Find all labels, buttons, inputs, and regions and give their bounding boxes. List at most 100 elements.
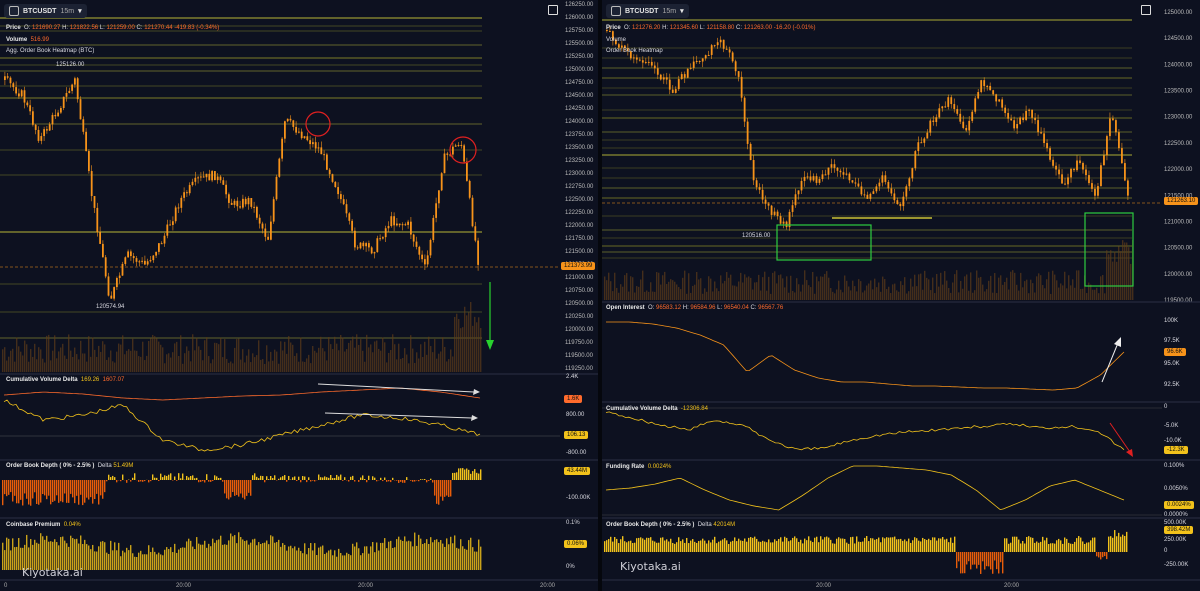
- candle-body: [393, 216, 395, 226]
- volume-bar: [450, 349, 452, 372]
- depth-bar: [476, 472, 478, 480]
- premium-bar: [476, 551, 478, 570]
- volume-bar: [352, 336, 354, 372]
- volume-bar: [624, 275, 626, 300]
- volume-bar: [158, 341, 160, 372]
- right-chart-canvas[interactable]: 125000.00124500.00124000.00123500.001230…: [602, 0, 1200, 591]
- candle-body: [878, 182, 881, 187]
- volume-bar: [896, 290, 898, 300]
- candle-body: [1103, 155, 1105, 166]
- volume-bar: [652, 291, 654, 300]
- candle-body: [373, 252, 376, 254]
- candle-body: [435, 203, 437, 218]
- volume-bar: [182, 363, 184, 372]
- volume-bar: [912, 286, 914, 300]
- premium-bar: [144, 554, 146, 570]
- price-axis-tick: 121000.00: [565, 275, 594, 281]
- right-watermark: Kiyotaka.ai: [620, 560, 681, 573]
- depth-bar: [874, 539, 876, 552]
- depth-bar: [1038, 542, 1040, 552]
- depth-bar: [704, 540, 706, 552]
- volume-bar: [340, 334, 342, 372]
- candle-body: [797, 190, 800, 195]
- depth-bar: [80, 480, 82, 495]
- candle-body: [821, 174, 824, 180]
- candle-body: [233, 200, 236, 205]
- depth-bar: [260, 475, 262, 480]
- premium-bar: [150, 552, 152, 570]
- depth-bar: [1050, 543, 1052, 552]
- volume-bar: [636, 286, 638, 300]
- volume-bar: [876, 287, 878, 300]
- depth-bar: [1014, 536, 1016, 552]
- premium-bar: [232, 536, 234, 570]
- volume-bar: [762, 277, 764, 300]
- right-symbol-selector[interactable]: BTCUSDT 15m ▾: [606, 4, 689, 18]
- left-symbol-selector[interactable]: BTCUSDT 15m ▾: [4, 4, 87, 18]
- depth-bar: [264, 480, 266, 483]
- depth-bar: [294, 476, 296, 480]
- expand-icon[interactable]: [1141, 5, 1151, 15]
- premium-bar: [366, 546, 368, 570]
- premium-bar: [42, 536, 44, 570]
- candle-body: [54, 114, 57, 117]
- volume-bar: [224, 339, 226, 372]
- premium-bar: [282, 543, 284, 570]
- candle-body: [839, 170, 842, 173]
- price-axis-tick: 121000.00: [1164, 219, 1193, 225]
- volume-bar: [302, 361, 304, 372]
- candle-body: [608, 31, 611, 33]
- depth-bar: [952, 542, 954, 552]
- depth-bar: [162, 477, 164, 480]
- premium-bar: [50, 541, 52, 570]
- volume-bar: [268, 361, 270, 372]
- right-oi-axis-4: 92.5K: [1164, 382, 1180, 388]
- expand-icon[interactable]: [548, 5, 558, 15]
- volume-bar: [106, 359, 108, 372]
- depth-bar: [940, 538, 942, 552]
- candle-body: [692, 61, 695, 68]
- depth-bar: [328, 477, 330, 480]
- depth-bar: [894, 536, 896, 552]
- left-chart-canvas[interactable]: 126250.00126000.00125750.00125500.001252…: [0, 0, 598, 591]
- volume-bar: [936, 273, 938, 300]
- volume-bar: [254, 357, 256, 372]
- volume-bar: [668, 281, 670, 300]
- depth-bar: [1118, 532, 1120, 552]
- candle-body: [905, 186, 908, 197]
- premium-bar: [446, 538, 448, 570]
- volume-bar: [6, 360, 8, 372]
- volume-bar: [296, 353, 298, 372]
- volume-bar: [390, 349, 392, 372]
- depth-bar: [616, 538, 618, 552]
- right-chart-panel[interactable]: 125000.00 124500.00 124000.00 123500.00 1230…: [602, 0, 1200, 591]
- premium-bar: [322, 545, 324, 570]
- depth-bar: [324, 476, 326, 480]
- volume-bar: [952, 282, 954, 300]
- volume-bar: [84, 353, 86, 372]
- volume-bar: [382, 337, 384, 372]
- volume-bar: [384, 342, 386, 372]
- price-axis-tick: 126250.00: [565, 2, 594, 8]
- volume-bar: [406, 354, 408, 372]
- left-cvd-legend: Cumulative Volume Delta 169.26 1607.07: [6, 377, 125, 383]
- volume-bar: [838, 280, 840, 300]
- premium-bar: [112, 550, 114, 570]
- premium-bar: [74, 539, 76, 570]
- volume-bar: [256, 355, 258, 372]
- price-axis-tick: 119750.00: [565, 340, 594, 346]
- volume-bar: [410, 335, 412, 372]
- candle-body: [471, 197, 474, 227]
- candle-body: [926, 132, 929, 139]
- depth-bar: [768, 539, 770, 552]
- volume-bar: [664, 271, 666, 300]
- depth-bar: [156, 477, 158, 480]
- depth-bar: [268, 479, 270, 480]
- left-chart-panel[interactable]: 126250.00 126000.00 125750.00 125500.00 1252…: [0, 0, 598, 591]
- candle-body: [219, 176, 222, 181]
- depth-bar: [384, 477, 386, 480]
- candle-body: [908, 178, 911, 187]
- premium-bar: [440, 540, 442, 570]
- depth-bar: [82, 480, 84, 506]
- depth-bar: [306, 480, 308, 483]
